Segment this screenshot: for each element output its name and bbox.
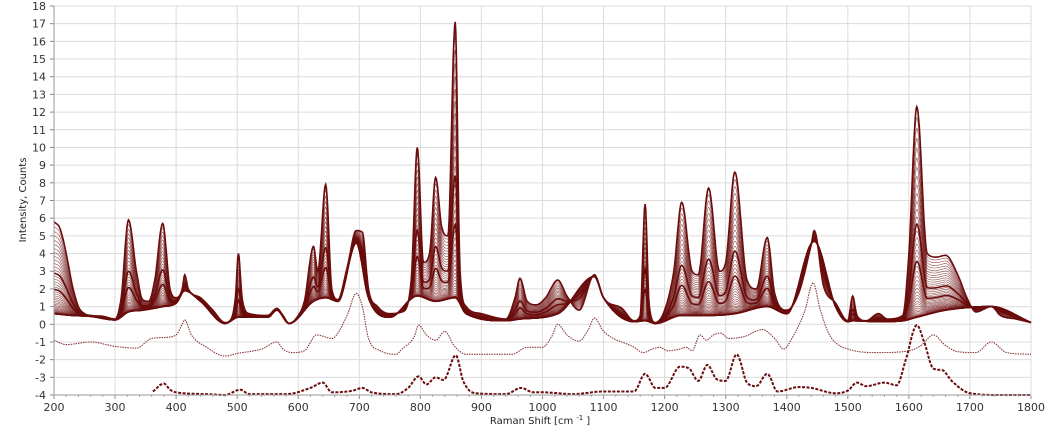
x-tick-label: 300	[105, 401, 126, 414]
y-axis-title: Intensity, Counts	[18, 158, 29, 243]
tick-labels: 200 300 400 500 600 700 800 900 1000 1100 1200 1300…	[32, 0, 1045, 414]
x-tick-label: 500	[227, 401, 248, 414]
reference-spectra	[53, 282, 1031, 396]
y-tick-label: 5	[39, 230, 46, 243]
y-tick-label: -1	[35, 336, 46, 349]
x-tick-label: 600	[288, 401, 309, 414]
y-tick-label: 3	[39, 265, 46, 278]
x-axis-title-end: ]	[586, 416, 590, 427]
x-tick-label: 700	[349, 401, 370, 414]
y-tick-label: 2	[39, 283, 46, 296]
y-tick-label: 13	[32, 88, 46, 101]
y-tick-label: -3	[35, 371, 46, 384]
x-tick-label: 1500	[834, 401, 862, 414]
x-axis-title-main: Raman Shift [cm	[490, 416, 573, 427]
y-tick-label: 9	[39, 159, 46, 172]
y-tick-label: 16	[32, 35, 46, 48]
y-tick-label: 18	[32, 0, 46, 13]
x-tick-label: 1000	[529, 401, 557, 414]
x-tick-label: 200	[44, 401, 65, 414]
axes	[50, 5, 1032, 399]
spectrum-line	[53, 21, 1032, 325]
y-tick-label: 10	[32, 141, 46, 154]
x-tick-label: 1300	[712, 401, 740, 414]
spectra-family	[53, 21, 1032, 325]
x-axis-title: Raman Shift [cm -1]	[490, 414, 590, 427]
x-tick-label: 1700	[956, 401, 984, 414]
y-tick-label: 1	[39, 301, 46, 314]
reference-spectrum-dashed	[152, 324, 1031, 396]
y-tick-label: 12	[32, 106, 46, 119]
y-tick-label: 0	[39, 318, 46, 331]
x-tick-label: 800	[410, 401, 431, 414]
x-tick-label: 400	[166, 401, 187, 414]
reference-spectrum-dotted	[53, 282, 1031, 357]
x-tick-label: 1100	[590, 401, 618, 414]
x-axis-title-sup: -1	[576, 414, 583, 422]
y-tick-label: 17	[32, 18, 46, 31]
y-tick-label: 4	[39, 248, 46, 261]
grid-lines	[53, 5, 1032, 396]
y-tick-label: 11	[32, 124, 46, 137]
x-tick-label: 1600	[895, 401, 923, 414]
y-tick-label: 15	[32, 53, 46, 66]
y-tick-label: -2	[35, 354, 46, 367]
y-tick-label: 14	[32, 71, 46, 84]
x-tick-label: 1800	[1017, 401, 1045, 414]
y-tick-label: 8	[39, 177, 46, 190]
y-tick-label: 6	[39, 212, 46, 225]
x-tick-label: 1400	[773, 401, 801, 414]
x-tick-label: 900	[471, 401, 492, 414]
x-tick-label: 1200	[651, 401, 679, 414]
y-tick-label: 7	[39, 195, 46, 208]
y-tick-label: -4	[35, 389, 46, 402]
